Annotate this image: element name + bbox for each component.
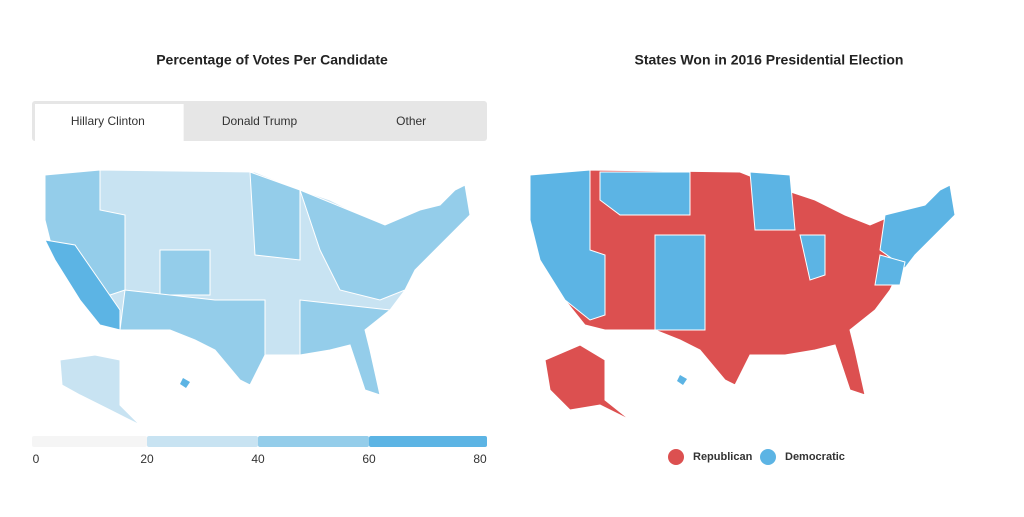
scale-tick-label: 20 <box>140 452 154 466</box>
scale-tick-label: 80 <box>473 452 487 466</box>
legend-label: Republican <box>693 451 753 463</box>
scale-segment <box>258 436 369 447</box>
active-tab[interactable] <box>35 104 184 141</box>
scale-segment <box>369 436 487 447</box>
states-won-map <box>529 169 956 421</box>
tab-label[interactable]: Other <box>396 114 426 128</box>
legend-swatch <box>668 449 684 465</box>
legend-label: Democratic <box>785 451 845 463</box>
scale-segment <box>147 436 258 447</box>
tab-label[interactable]: Hillary Clinton <box>71 114 145 128</box>
vote-share-map <box>44 169 471 426</box>
right-title: States Won in 2016 Presidential Election <box>635 52 904 68</box>
scale-tick-label: 0 <box>33 452 40 466</box>
tab-label[interactable]: Donald Trump <box>222 114 298 128</box>
left-title: Percentage of Votes Per Candidate <box>156 52 388 68</box>
scale-tick-label: 60 <box>362 452 376 466</box>
scale-segment <box>32 436 147 447</box>
legend-swatch <box>760 449 776 465</box>
scale-tick-label: 40 <box>251 452 265 466</box>
